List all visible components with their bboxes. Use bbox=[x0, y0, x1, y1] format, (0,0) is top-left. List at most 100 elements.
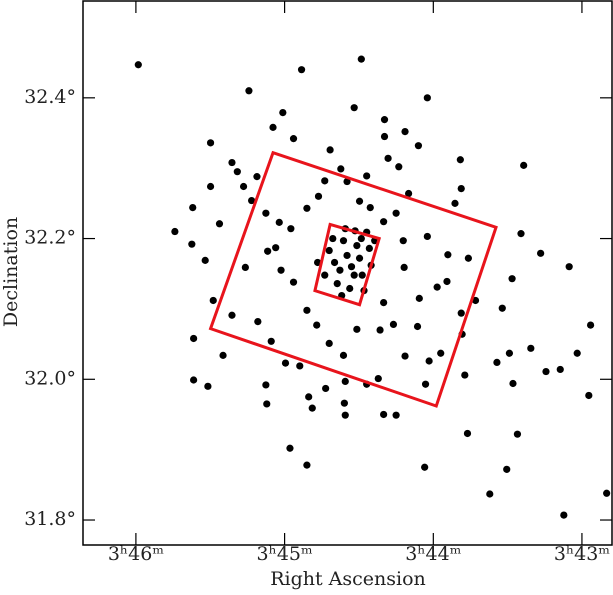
star-point bbox=[262, 381, 270, 389]
star-point bbox=[486, 490, 494, 498]
star-point bbox=[206, 182, 215, 191]
star-point bbox=[201, 256, 209, 264]
star-point bbox=[281, 359, 290, 367]
star-point bbox=[339, 237, 348, 245]
y-tick-label: 32.0° bbox=[24, 367, 76, 389]
star-point bbox=[353, 325, 361, 333]
star-point bbox=[264, 247, 272, 255]
star-point bbox=[350, 271, 358, 279]
star-point bbox=[308, 404, 316, 412]
star-point bbox=[346, 284, 354, 293]
star-point bbox=[233, 168, 241, 176]
star-point bbox=[414, 142, 423, 150]
y-tick-label: 32.4° bbox=[24, 86, 76, 108]
star-point bbox=[289, 135, 298, 143]
star-point bbox=[336, 266, 344, 274]
star-point bbox=[171, 227, 179, 236]
star-point bbox=[134, 61, 142, 69]
star-point bbox=[190, 376, 198, 384]
star-point bbox=[329, 234, 337, 243]
star-point bbox=[461, 371, 469, 379]
star-point bbox=[399, 237, 407, 245]
star-point bbox=[405, 189, 413, 198]
star-point bbox=[289, 278, 298, 286]
star-point bbox=[437, 349, 445, 357]
star-point bbox=[520, 161, 528, 169]
star-point bbox=[189, 203, 197, 212]
x-tick-label: 3ʰ43ᵐ bbox=[554, 543, 610, 565]
x-tick-label: 3ʰ45ᵐ bbox=[257, 543, 313, 565]
star-point bbox=[457, 309, 465, 317]
star-point bbox=[254, 317, 262, 326]
star-point bbox=[188, 240, 196, 248]
star-point bbox=[279, 109, 287, 117]
star-point bbox=[423, 232, 431, 241]
star-point bbox=[340, 399, 348, 407]
star-point bbox=[287, 225, 295, 233]
star-point bbox=[339, 351, 348, 359]
star-point bbox=[423, 94, 431, 102]
star-point bbox=[313, 321, 321, 329]
star-point bbox=[353, 241, 361, 250]
star-point bbox=[209, 296, 217, 305]
star-point bbox=[357, 234, 365, 243]
star-point bbox=[456, 156, 464, 164]
star-point bbox=[503, 465, 511, 473]
star-point bbox=[303, 461, 311, 469]
star-point bbox=[347, 263, 356, 271]
star-point bbox=[343, 177, 351, 186]
star-point bbox=[537, 249, 545, 257]
star-point bbox=[392, 209, 400, 217]
star-point bbox=[365, 244, 373, 253]
star-point bbox=[603, 489, 611, 497]
star-point bbox=[363, 172, 371, 180]
star-point bbox=[493, 358, 501, 367]
star-point bbox=[380, 298, 388, 307]
star-point bbox=[395, 163, 403, 171]
star-point bbox=[333, 279, 341, 288]
star-point bbox=[413, 322, 422, 331]
star-point bbox=[358, 271, 366, 279]
star-point bbox=[380, 218, 388, 226]
star-point bbox=[542, 367, 550, 376]
y-tick-label: 31.8° bbox=[24, 508, 76, 530]
star-point bbox=[314, 192, 323, 200]
star-point bbox=[228, 311, 236, 319]
star-point bbox=[341, 411, 349, 419]
star-point bbox=[321, 177, 329, 185]
star-point bbox=[389, 320, 398, 329]
x-tick-label: 3ʰ44ᵐ bbox=[405, 543, 461, 565]
star-point bbox=[267, 337, 275, 345]
star-point bbox=[322, 384, 330, 393]
star-point bbox=[330, 258, 339, 267]
star-point bbox=[269, 123, 277, 131]
y-tick-label: 32.2° bbox=[24, 227, 76, 249]
star-point bbox=[565, 263, 573, 271]
star-point bbox=[326, 146, 334, 154]
star-point bbox=[204, 382, 212, 390]
star-point bbox=[228, 158, 236, 167]
star-point bbox=[321, 271, 329, 279]
star-point bbox=[444, 251, 452, 259]
star-point bbox=[573, 349, 581, 357]
star-point bbox=[253, 173, 261, 181]
star-point bbox=[206, 139, 215, 147]
star-point bbox=[275, 218, 283, 226]
star-point bbox=[305, 393, 313, 401]
star-point bbox=[314, 258, 322, 267]
star-point bbox=[350, 104, 358, 112]
star-point bbox=[219, 351, 227, 359]
star-point bbox=[401, 127, 409, 136]
star-point bbox=[463, 429, 472, 438]
star-point bbox=[262, 209, 270, 217]
star-point bbox=[380, 410, 388, 419]
star-point bbox=[457, 184, 465, 193]
star-point bbox=[433, 283, 441, 291]
star-point bbox=[586, 321, 595, 329]
star-point bbox=[341, 377, 349, 385]
star-point bbox=[401, 352, 409, 360]
star-point bbox=[400, 263, 408, 272]
star-point bbox=[343, 251, 351, 260]
star-point bbox=[498, 304, 506, 312]
